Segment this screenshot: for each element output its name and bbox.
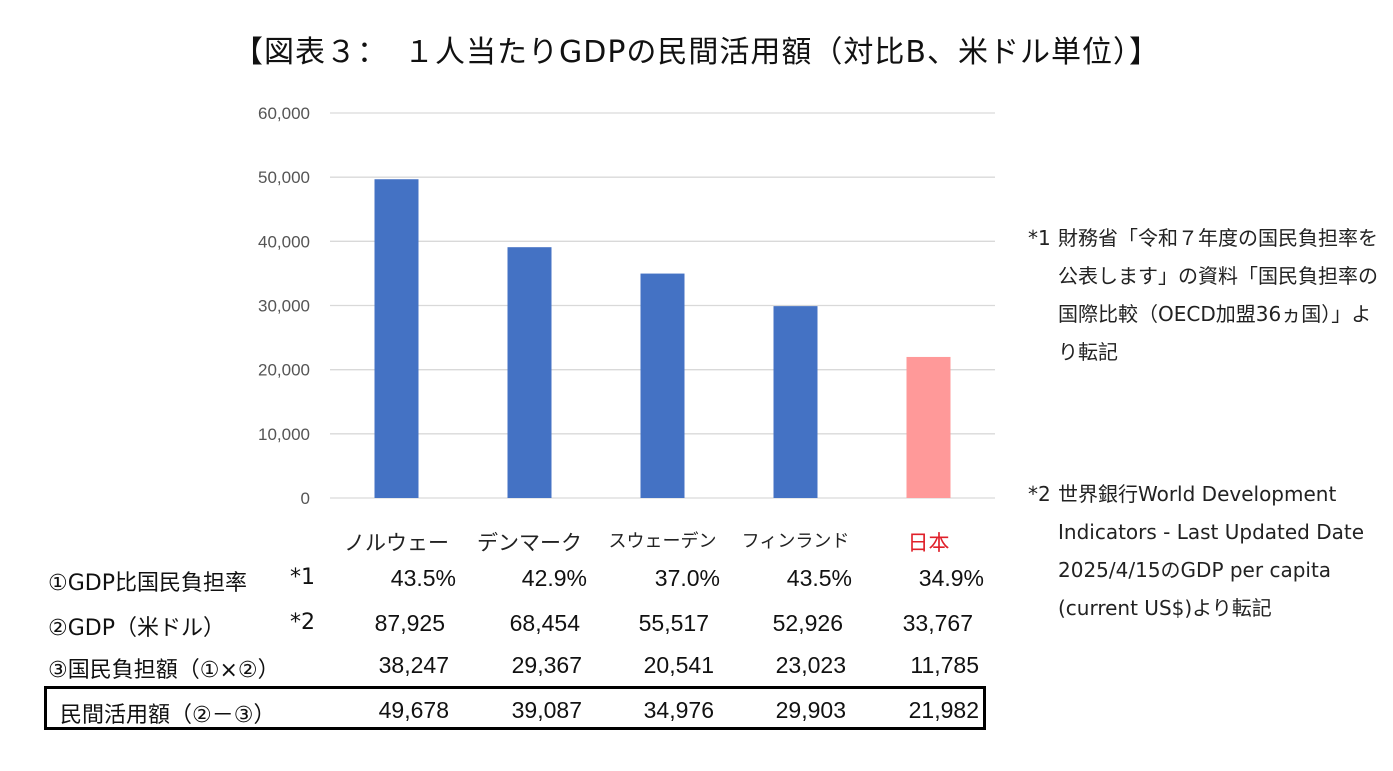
footnote-2: *2 世界銀行World Development Indicators - La… <box>1028 475 1388 627</box>
bar <box>640 273 685 498</box>
footnote-mark: *2 <box>1028 482 1051 506</box>
bar <box>374 179 419 498</box>
category-label: ノルウェー <box>344 531 449 555</box>
y-tick-label: 60,000 <box>258 104 310 123</box>
row-label: 民間活用額（②－③） <box>60 703 276 728</box>
table-row: ③国民負担額（①×②） 38,247 29,367 20,541 23,023 … <box>0 652 1000 690</box>
bar <box>507 247 552 498</box>
category-label: デンマーク <box>477 531 582 555</box>
table-row: ①GDP比国民負担率 *1 43.5% 42.9% 37.0% 43.5% 34… <box>0 565 1000 603</box>
table-cell: 37.0% <box>654 565 720 591</box>
y-tick-label: 20,000 <box>258 361 310 380</box>
category-label: 日本 <box>907 531 950 555</box>
table-cell: 33,767 <box>902 610 973 636</box>
category-label: フィンランド <box>741 531 850 552</box>
table-cell: 43.5% <box>786 565 852 591</box>
footnote-text: 世界銀行World Development Indicators - Last … <box>1058 482 1365 620</box>
row-label: ②GDP（米ドル） <box>48 616 225 641</box>
y-tick-label: 10,000 <box>258 425 310 444</box>
table-row: ②GDP（米ドル） *2 87,925 68,454 55,517 52,926… <box>0 610 1000 648</box>
table-cell: 43.5% <box>390 565 456 591</box>
chart-title: 【図表３： １人当たりGDPの民間活用額（対比B、米ドル単位）】 <box>232 35 1161 70</box>
highlight-box <box>44 686 986 730</box>
y-tick-label: 0 <box>301 489 310 508</box>
table-cell: 34,976 <box>643 697 714 723</box>
table-row: 民間活用額（②－③） 49,678 39,087 34,976 29,903 2… <box>0 697 1000 735</box>
table-cell: 11,785 <box>910 652 979 678</box>
table-cell: 39,087 <box>511 697 582 723</box>
footnote-mark: *1 <box>1028 226 1051 250</box>
table-cell: 38,247 <box>378 652 449 678</box>
table-cell: 29,367 <box>511 652 582 678</box>
category-label: スウェーデン <box>608 531 717 552</box>
table-cell: 87,925 <box>374 610 445 636</box>
bar <box>906 356 951 498</box>
y-tick-label: 50,000 <box>258 168 310 187</box>
table-cell: 52,926 <box>772 610 843 636</box>
y-tick-label: 40,000 <box>258 232 310 251</box>
table-cell: 68,454 <box>509 610 580 636</box>
row-note: *1 <box>290 565 315 590</box>
footnote-text: 財務省「令和７年度の国民負担率を公表します」の資料「国民負担率の国際比較（OEC… <box>1058 226 1378 364</box>
footnote-1: *1 財務省「令和７年度の国民負担率を公表します」の資料「国民負担率の国際比較（… <box>1028 219 1388 371</box>
table-cell: 29,903 <box>775 697 846 723</box>
table-cell: 21,982 <box>908 697 979 723</box>
y-tick-label: 30,000 <box>258 297 310 316</box>
row-label: ③国民負担額（①×②） <box>48 658 280 683</box>
table-cell: 34.9% <box>918 565 984 591</box>
table-cell: 42.9% <box>521 565 587 591</box>
table-cell: 55,517 <box>638 610 709 636</box>
bar <box>773 306 818 498</box>
row-note: *2 <box>290 610 315 635</box>
table-cell: 49,678 <box>378 697 449 723</box>
table-cell: 23,023 <box>775 652 846 678</box>
table-cell: 20,541 <box>643 652 714 678</box>
row-label: ①GDP比国民負担率 <box>48 571 247 596</box>
